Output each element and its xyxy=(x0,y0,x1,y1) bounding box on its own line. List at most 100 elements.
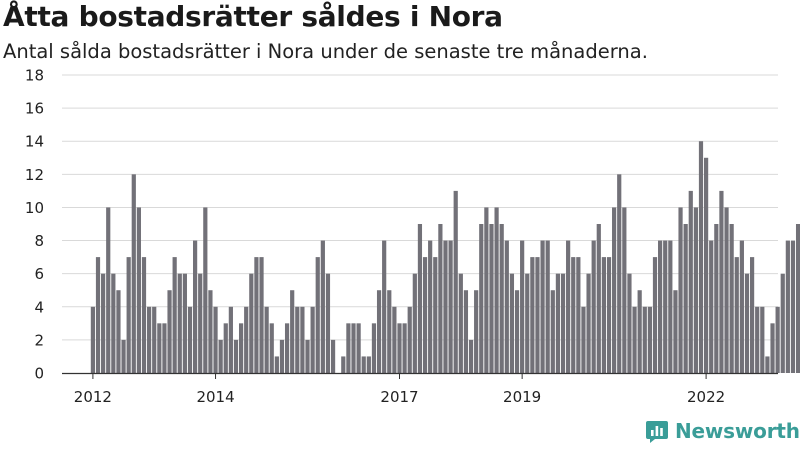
bar xyxy=(622,207,627,373)
bar xyxy=(279,339,285,373)
y-axis: 0 2 4 6 8 10 12 14 16 18 xyxy=(25,67,44,383)
bar xyxy=(540,240,545,373)
bar xyxy=(433,257,438,373)
bar xyxy=(152,306,157,373)
y-tick-label: 4 xyxy=(34,298,44,316)
x-axis: 201220142017201920222024 xyxy=(62,372,778,406)
y-tick: 2 xyxy=(34,331,44,349)
x-tick-label: 2017 xyxy=(380,388,418,406)
bar xyxy=(632,306,637,373)
y-tick-label: 10 xyxy=(25,199,44,217)
newsworthy-logo: Newsworthy xyxy=(645,419,800,443)
bar xyxy=(576,257,581,373)
bar xyxy=(376,290,382,373)
y-tick: 16 xyxy=(25,100,44,118)
bar xyxy=(448,240,453,373)
bar xyxy=(509,273,515,373)
x-tick: 2014 xyxy=(196,373,235,406)
bar xyxy=(274,356,279,373)
y-tick-label: 0 xyxy=(34,365,44,383)
bar xyxy=(566,240,571,373)
y-tick: 0 xyxy=(34,365,44,383)
bar xyxy=(596,224,601,373)
bar xyxy=(198,273,203,373)
bar xyxy=(479,224,484,373)
bar xyxy=(581,306,586,373)
bar xyxy=(785,240,790,373)
bar xyxy=(673,290,678,373)
bar xyxy=(744,273,750,373)
bar xyxy=(468,339,474,373)
bar xyxy=(320,240,325,373)
bar xyxy=(474,290,479,373)
bar xyxy=(560,273,566,373)
bar xyxy=(90,306,95,373)
bar xyxy=(775,306,780,373)
bar xyxy=(698,141,704,373)
bar xyxy=(95,257,101,373)
bar xyxy=(668,240,673,373)
bar xyxy=(351,323,356,373)
bar xyxy=(111,273,116,373)
bar xyxy=(157,323,162,373)
bar xyxy=(688,190,693,373)
x-tick: 2022 xyxy=(687,373,725,406)
bar xyxy=(489,224,494,373)
bar xyxy=(341,356,346,373)
brand-name: Newsworthy xyxy=(675,419,800,443)
bar xyxy=(770,323,775,373)
y-tick-label: 16 xyxy=(25,100,44,118)
bar xyxy=(719,190,724,373)
bar xyxy=(126,257,131,373)
bar xyxy=(167,290,172,373)
bar xyxy=(101,273,106,373)
bar xyxy=(116,290,121,373)
bar xyxy=(290,290,295,373)
bar xyxy=(724,207,729,373)
bar xyxy=(325,273,331,373)
bar xyxy=(182,273,187,373)
bar xyxy=(315,257,320,373)
bar xyxy=(233,339,239,373)
bar xyxy=(284,323,290,373)
bar xyxy=(453,190,458,373)
bar xyxy=(330,339,336,373)
bar xyxy=(305,339,310,373)
bar xyxy=(428,240,433,373)
bar xyxy=(162,323,167,373)
x-tick-label: 2022 xyxy=(687,388,725,406)
bar xyxy=(652,257,658,373)
bar xyxy=(530,257,535,373)
bar xyxy=(310,306,315,373)
x-tick-label: 2014 xyxy=(196,388,234,406)
bar xyxy=(402,323,407,373)
y-tick: 4 xyxy=(34,298,44,316)
y-tick-label: 14 xyxy=(25,133,44,151)
bar xyxy=(484,207,489,373)
bar xyxy=(392,306,397,373)
bar xyxy=(407,306,412,373)
bar xyxy=(642,306,647,373)
bar xyxy=(177,273,182,373)
bar xyxy=(591,240,596,373)
bar xyxy=(612,207,617,373)
bar xyxy=(366,356,371,373)
y-tick-label: 18 xyxy=(25,67,44,85)
bar xyxy=(106,207,111,373)
bar xyxy=(550,290,555,373)
y-tick: 12 xyxy=(25,166,44,184)
bar xyxy=(520,240,525,373)
bar xyxy=(371,323,377,373)
bar xyxy=(586,273,591,373)
bar xyxy=(647,306,652,373)
bar xyxy=(382,240,387,373)
bar xyxy=(259,257,264,373)
bar xyxy=(458,273,463,373)
bar xyxy=(704,157,709,373)
bar xyxy=(555,273,561,373)
bar xyxy=(734,257,739,373)
bar xyxy=(606,257,612,373)
bar xyxy=(412,273,417,373)
y-tick: 10 xyxy=(25,199,44,217)
